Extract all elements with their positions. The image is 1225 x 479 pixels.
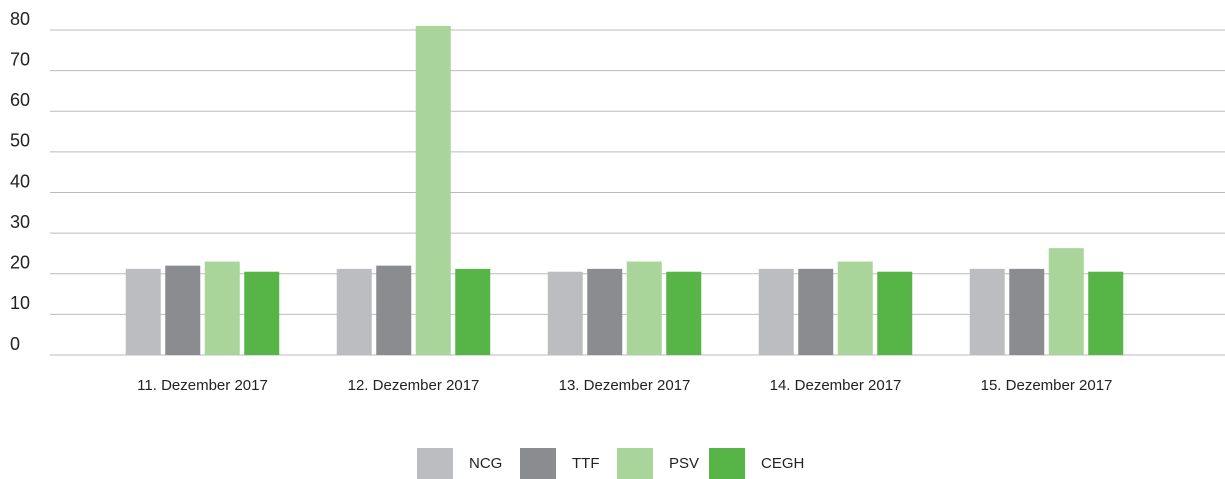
bar (1088, 271, 1124, 355)
x-tick-label: 13. Dezember 2017 (559, 377, 691, 394)
legend-swatch (520, 448, 556, 479)
bar (455, 268, 491, 355)
y-tick-label: 60 (10, 90, 30, 110)
x-tick-label: 15. Dezember 2017 (981, 377, 1113, 394)
legend-swatch (417, 448, 453, 479)
bar (165, 265, 201, 355)
x-tick-label: 12. Dezember 2017 (348, 377, 480, 394)
bar (244, 271, 280, 355)
legend-swatch (709, 448, 745, 479)
bar (877, 271, 913, 355)
bar (336, 268, 372, 355)
y-tick-label: 30 (10, 212, 30, 232)
y-tick-label: 40 (10, 171, 30, 191)
y-tick-label: 80 (10, 9, 30, 29)
y-tick-label: 20 (10, 253, 30, 273)
bar (969, 268, 1005, 355)
bar (1048, 248, 1084, 355)
legend-label: TTF (572, 455, 600, 472)
y-tick-label: 70 (10, 49, 30, 69)
legend-label: CEGH (761, 455, 804, 472)
y-tick-label: 10 (10, 293, 30, 313)
legend-label: PSV (669, 455, 699, 472)
bar (204, 261, 240, 355)
bar (376, 265, 412, 355)
bar (587, 268, 623, 355)
bar (837, 261, 873, 355)
bar (626, 261, 662, 355)
bar (666, 271, 702, 355)
bar (547, 271, 583, 355)
bar (798, 268, 834, 355)
legend-label: NCG (469, 455, 502, 472)
bar (758, 268, 794, 355)
bar (415, 25, 451, 355)
bar (125, 268, 161, 355)
y-tick-label: 0 (10, 334, 20, 354)
y-tick-label: 50 (10, 131, 30, 151)
x-tick-label: 14. Dezember 2017 (770, 377, 902, 394)
legend-swatch (617, 448, 653, 479)
bar (1009, 268, 1045, 355)
x-tick-label: 11. Dezember 2017 (137, 377, 268, 394)
